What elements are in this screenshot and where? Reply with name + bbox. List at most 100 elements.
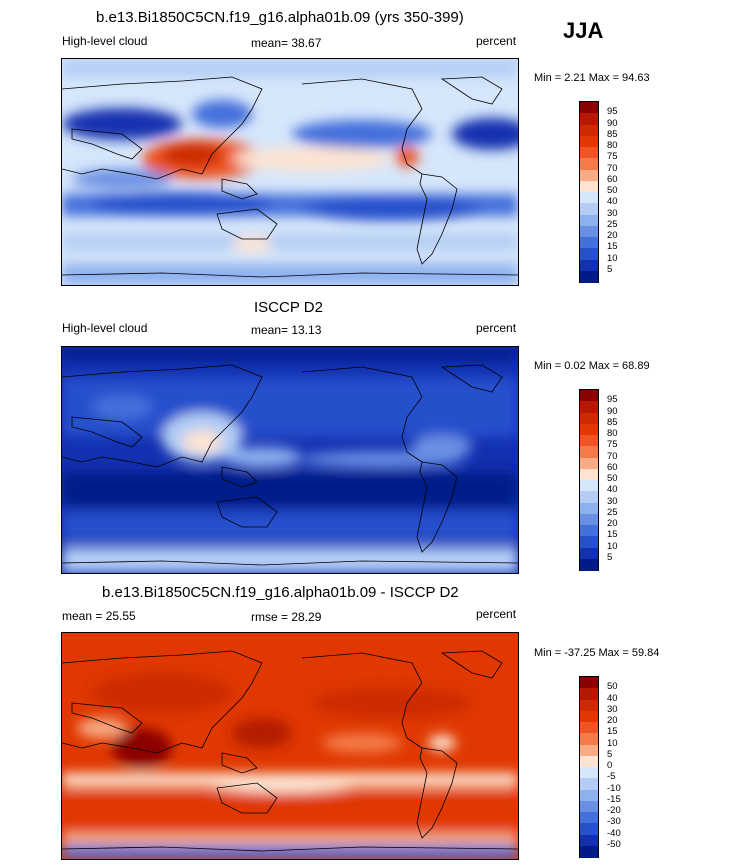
colorbar-tick-label: 80 — [607, 140, 618, 151]
panel-3-map — [61, 632, 519, 860]
colorbar-swatch — [580, 812, 598, 824]
colorbar-swatch — [580, 446, 598, 458]
colorbar-tick-label: 0 — [607, 760, 613, 771]
colorbar-tick-label: 30 — [607, 495, 618, 507]
colorbar-tick-label: -15 — [607, 793, 621, 805]
colorbar-tick-label: 80 — [607, 428, 618, 439]
colorbar-swatch — [580, 468, 598, 481]
colorbar-tick-label: 95 — [607, 394, 618, 406]
colorbar-swatch — [580, 113, 598, 125]
panel-1-minmax: Min = 2.21 Max = 94.63 — [534, 72, 650, 84]
panel-2-mean-label: mean= 13.13 — [251, 323, 322, 337]
panel-1-variable-label: High-level cloud — [62, 34, 148, 48]
colorbar-swatch — [580, 536, 598, 548]
colorbar-swatch — [580, 270, 598, 283]
colorbar-tick-label: 15 — [607, 529, 618, 541]
colorbar-tick-label: -40 — [607, 827, 621, 839]
colorbar-swatch — [580, 435, 598, 447]
colorbar-swatch — [580, 248, 598, 260]
colorbar-swatch — [580, 547, 598, 560]
colorbar-tick-label: 90 — [607, 405, 618, 417]
colorbar-tick-label: 20 — [607, 518, 618, 529]
colorbar-swatch — [580, 789, 598, 802]
colorbar-swatch — [580, 513, 598, 526]
colorbar-swatch — [580, 180, 598, 193]
colorbar-swatch — [580, 823, 598, 835]
colorbar-swatch — [580, 525, 598, 537]
colorbar-swatch — [580, 192, 598, 204]
colorbar-tick-label: 10 — [607, 737, 618, 749]
colorbar-tick-label: 85 — [607, 128, 618, 140]
colorbar-tick-label: 60 — [607, 173, 618, 185]
colorbar-tick-label: 30 — [607, 703, 618, 715]
panel-3-rmse-label: rmse = 28.29 — [251, 610, 322, 624]
colorbar-swatch — [580, 800, 598, 813]
colorbar-tick-label: 15 — [607, 241, 618, 253]
colorbar-swatch — [580, 158, 598, 170]
panel-2-map — [61, 346, 519, 574]
colorbar-swatch — [580, 845, 598, 858]
colorbar-swatch — [580, 778, 598, 790]
colorbar-swatch — [580, 733, 598, 745]
colorbar-swatch — [580, 237, 598, 249]
colorbar-tick-label: 95 — [607, 106, 618, 118]
colorbar-tick-label: 30 — [607, 207, 618, 219]
colorbar-tick-label: 50 — [607, 185, 618, 196]
panel-1-units-label: percent — [476, 34, 517, 48]
colorbar-tick-label: 25 — [607, 506, 618, 518]
colorbar-swatch — [580, 214, 598, 227]
panel-1-coastlines — [62, 76, 518, 278]
colorbar-tick-label: 40 — [607, 196, 618, 208]
panel-1-mean-label: mean= 38.67 — [251, 36, 322, 50]
colorbar-tick-label: 75 — [607, 439, 618, 451]
panel-3-minmax: Min = -37.25 Max = 59.84 — [534, 647, 660, 659]
panel-2-map-svg — [62, 347, 518, 573]
colorbar-tick-label: 75 — [607, 151, 618, 163]
colorbar-swatch — [580, 480, 598, 492]
panel-2-units-label: percent — [476, 321, 517, 335]
colorbar-swatch — [580, 203, 598, 215]
colorbar-swatch — [580, 412, 598, 425]
colorbar-tick-label: 70 — [607, 162, 618, 174]
colorbar-tick-label: 20 — [607, 230, 618, 241]
panel-2-minmax: Min = 0.02 Max = 68.89 — [534, 360, 650, 372]
colorbar-swatch — [580, 767, 598, 779]
colorbar-swatch — [580, 147, 598, 159]
colorbar-swatch — [580, 699, 598, 712]
panel-2-variable-label: High-level cloud — [62, 321, 148, 335]
panel-2-title: ISCCP D2 — [254, 299, 323, 316]
colorbar-tick-label: 60 — [607, 461, 618, 473]
colorbar-swatch — [580, 744, 598, 757]
colorbar-tick-label: 85 — [607, 416, 618, 428]
colorbar-swatch — [580, 710, 598, 723]
panel-3-units-label: percent — [476, 607, 517, 621]
panel-2-colorbar — [579, 389, 599, 571]
colorbar-swatch — [580, 558, 598, 571]
colorbar-tick-label: 50 — [607, 681, 618, 693]
colorbar-tick-label: -50 — [607, 838, 621, 850]
colorbar-tick-label: 20 — [607, 715, 618, 726]
panel-3-map-svg — [62, 633, 518, 859]
colorbar-tick-label: 40 — [607, 692, 618, 704]
colorbar-swatch — [580, 722, 598, 734]
panel-3-title: b.e13.Bi1850C5CN.f19_g16.alpha01b.09 - I… — [102, 584, 459, 601]
colorbar-swatch — [580, 102, 598, 114]
colorbar-tick-label: -10 — [607, 782, 621, 794]
panel-2-coastlines — [62, 364, 518, 566]
panel-1-colorbar — [579, 101, 599, 283]
colorbar-swatch — [580, 491, 598, 503]
panel-1-map-svg — [62, 59, 518, 285]
colorbar-swatch — [580, 169, 598, 182]
colorbar-swatch — [580, 259, 598, 272]
panel-3-colorbar — [579, 676, 599, 858]
season-label: JJA — [563, 18, 604, 43]
colorbar-swatch — [580, 688, 598, 700]
colorbar-tick-label: 5 — [607, 748, 613, 760]
colorbar-tick-label: 5 — [607, 263, 613, 275]
panel-1-title: b.e13.Bi1850C5CN.f19_g16.alpha01b.09 (yr… — [96, 9, 464, 26]
colorbar-tick-label: 50 — [607, 473, 618, 484]
colorbar-tick-label: 90 — [607, 117, 618, 129]
colorbar-swatch — [580, 457, 598, 470]
colorbar-swatch — [580, 390, 598, 402]
colorbar-swatch — [580, 502, 598, 515]
